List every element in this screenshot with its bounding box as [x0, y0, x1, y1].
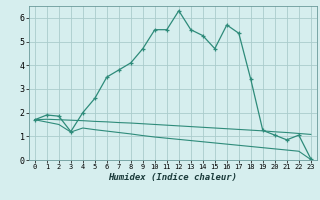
X-axis label: Humidex (Indice chaleur): Humidex (Indice chaleur) — [108, 173, 237, 182]
